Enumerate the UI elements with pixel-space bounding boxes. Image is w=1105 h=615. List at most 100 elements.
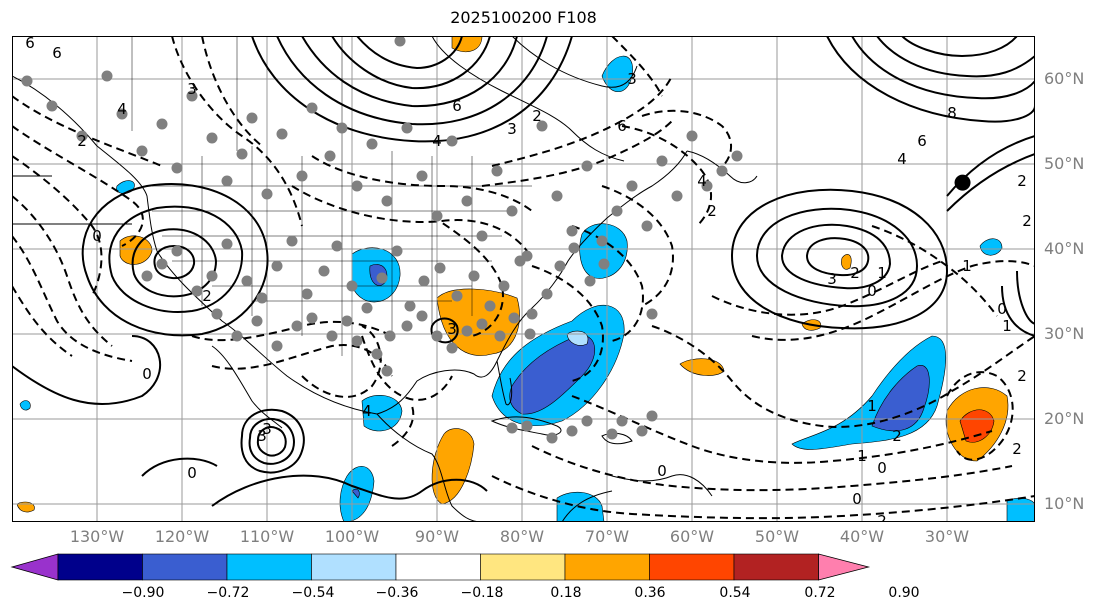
station-dot [326, 330, 338, 342]
colorbar-swatch [142, 553, 228, 581]
colorbar-extend-high [818, 553, 871, 581]
station-dot [418, 275, 430, 287]
colorbar-tick-label: −0.90 [121, 585, 165, 601]
colorbar-swatch [649, 553, 735, 581]
station-dot [611, 205, 623, 217]
contour-label: 3 [827, 270, 837, 288]
station-dot [351, 180, 363, 192]
station-dot [581, 160, 593, 172]
station-dot [716, 165, 728, 177]
contour-label: 1 [962, 257, 972, 275]
colorbar-tick-label: −0.54 [291, 585, 335, 601]
contour-label: 3 [262, 420, 272, 438]
station-dot [616, 415, 628, 427]
contour-label: 0 [852, 490, 862, 508]
station-dot [641, 220, 653, 232]
lat-label-40n: 40°N [1044, 239, 1085, 258]
contour-label: 2 [77, 132, 87, 150]
station-dot [384, 330, 396, 342]
station-dot [451, 290, 463, 302]
station-dot [431, 210, 443, 222]
colorbar-tick-label: 0.72 [804, 585, 836, 601]
contour-label: 6 [917, 132, 927, 150]
contour-label: 4 [697, 172, 707, 190]
station-dot [491, 165, 503, 177]
station-dot [276, 128, 288, 140]
station-dot [231, 330, 243, 342]
station-dot [476, 230, 488, 242]
station-dot [306, 102, 318, 114]
station-dot [331, 240, 343, 252]
station-dot [546, 432, 558, 444]
contour-label: 0 [657, 462, 667, 480]
lat-label-10n: 10°N [1044, 494, 1085, 513]
station-dot [598, 258, 610, 270]
contour-label: 2 [532, 107, 542, 125]
station-dot [416, 310, 428, 322]
contour-label: 3 [627, 70, 637, 88]
station-dot [701, 180, 713, 192]
station-dot [391, 245, 403, 257]
contour-label: 6 [617, 117, 627, 135]
contour-label: 2 [1017, 172, 1027, 190]
station-dot [584, 275, 596, 287]
contour-label: 2 [202, 287, 212, 305]
station-dot [136, 145, 148, 157]
contour-label: 0 [92, 227, 102, 245]
station-dot [541, 288, 553, 300]
station-dot [508, 312, 520, 324]
station-dot [381, 365, 393, 377]
contour-label: 2 [1022, 212, 1032, 230]
colorbar-tick-label: −0.72 [206, 585, 250, 601]
station-dot [318, 265, 330, 277]
lat-label-60n: 60°N [1044, 69, 1085, 88]
contour-label: 4 [362, 402, 372, 420]
contour-label: 2 [1017, 367, 1027, 385]
lat-label-30n: 30°N [1044, 324, 1085, 343]
station-dot [291, 320, 303, 332]
station-dot [521, 420, 533, 432]
map-title: 2025100200 F108 [450, 8, 597, 27]
colorbar-swatch [311, 553, 397, 581]
station-dot [554, 260, 566, 272]
station-dot [646, 410, 658, 422]
contour-label: 1 [1002, 317, 1012, 335]
station-dot [636, 425, 648, 437]
station-dot [324, 150, 336, 162]
contour-label: 4 [432, 132, 442, 150]
contour-label: 1 [867, 397, 877, 415]
station-dot [206, 270, 218, 282]
lon-label-80w: 80°W [499, 527, 545, 546]
contour-label: 2 [707, 202, 717, 220]
station-dot [186, 90, 198, 102]
lon-label-110w: 110°W [239, 527, 295, 546]
colorbar-swatch [564, 553, 650, 581]
station-dot [506, 205, 518, 217]
colorbar-swatch [226, 553, 312, 581]
station-dot [76, 130, 88, 142]
station-dot [46, 100, 58, 112]
lon-label-40w: 40°W [839, 527, 885, 546]
station-dot [498, 280, 510, 292]
station-dot [171, 162, 183, 174]
station-dot [141, 270, 153, 282]
station-dot [236, 148, 248, 160]
station-dot [211, 308, 223, 320]
contour-label: 8 [947, 104, 957, 122]
station-dot [261, 188, 273, 200]
state-borders [131, 36, 532, 356]
colorbar-tick-label: 0.18 [550, 585, 582, 601]
station-dot [566, 225, 578, 237]
station-dot [21, 75, 33, 87]
station-dot [271, 340, 283, 352]
colorbar-tick-label: 0.36 [634, 585, 666, 601]
station-dot [416, 170, 428, 182]
gridlines [12, 36, 1035, 522]
station-dot [686, 130, 698, 142]
contour-label: 4 [897, 150, 907, 168]
lon-label-60w: 60°W [669, 527, 715, 546]
contour-label: 6 [52, 44, 62, 62]
station-dot [171, 245, 183, 257]
